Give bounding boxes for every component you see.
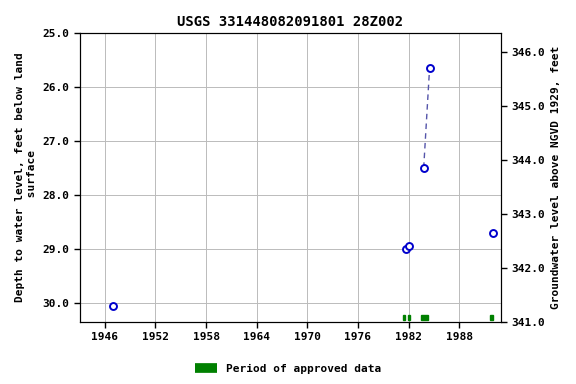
Title: USGS 331448082091801 28Z002: USGS 331448082091801 28Z002	[177, 15, 403, 29]
Y-axis label: Depth to water level, feet below land
 surface: Depth to water level, feet below land su…	[15, 53, 37, 302]
Bar	[490, 314, 493, 320]
Bar	[403, 314, 405, 320]
Legend: Period of approved data: Period of approved data	[191, 359, 385, 379]
Bar	[408, 314, 410, 320]
Y-axis label: Groundwater level above NGVD 1929, feet: Groundwater level above NGVD 1929, feet	[551, 46, 561, 309]
Bar	[421, 314, 428, 320]
